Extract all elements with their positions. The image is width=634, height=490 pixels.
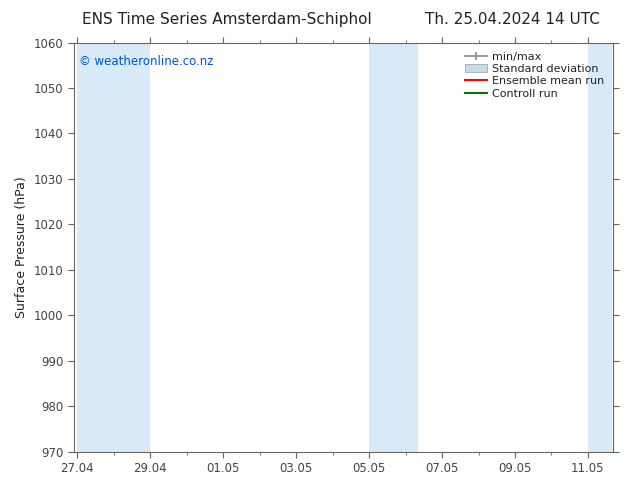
Text: © weatheronline.co.nz: © weatheronline.co.nz [79, 55, 214, 68]
Bar [369, 43, 394, 452]
Y-axis label: Surface Pressure (hPa): Surface Pressure (hPa) [15, 176, 28, 318]
Bar [114, 43, 150, 452]
Legend: min/max, Standard deviation, Ensemble mean run, Controll run: min/max, Standard deviation, Ensemble me… [461, 48, 608, 102]
Bar [77, 43, 114, 452]
Bar [588, 43, 612, 452]
Bar [394, 43, 418, 452]
Text: ENS Time Series Amsterdam-Schiphol: ENS Time Series Amsterdam-Schiphol [82, 12, 372, 27]
Text: Th. 25.04.2024 14 UTC: Th. 25.04.2024 14 UTC [425, 12, 600, 27]
